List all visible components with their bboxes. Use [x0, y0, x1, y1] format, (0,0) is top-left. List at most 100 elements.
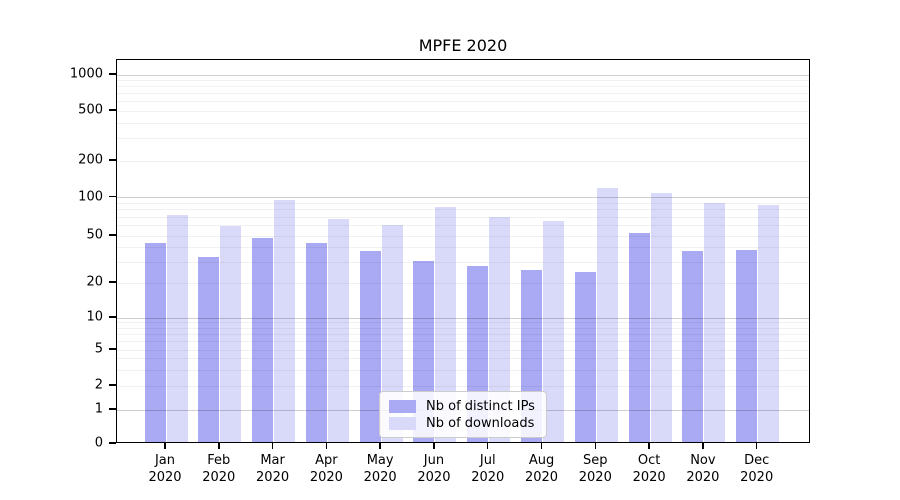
legend: Nb of distinct IPs Nb of downloads [379, 391, 547, 438]
y-tick-mark [109, 195, 116, 198]
bar-downloads [596, 187, 618, 443]
x-tick-mark [433, 443, 435, 449]
legend-swatch-distinct-ips [389, 400, 416, 413]
x-tick-label: Jul 2020 [471, 453, 505, 485]
bar-distinct-ips [574, 271, 596, 443]
y-tick-mark [109, 348, 116, 350]
plot-area: Nb of distinct IPs Nb of downloads [116, 59, 810, 443]
gridline-minor [117, 160, 809, 162]
gridline-minor [117, 202, 809, 204]
x-tick-label: Apr 2020 [309, 453, 343, 485]
x-tick-label: Feb 2020 [202, 453, 236, 485]
x-tick-mark [755, 443, 758, 449]
gridline-minor [117, 93, 809, 95]
x-tick-label: Dec 2020 [740, 453, 774, 485]
gridline-minor [117, 327, 809, 329]
gridline-minor [117, 101, 809, 103]
bar-distinct-ips [682, 251, 704, 443]
gridline-minor [117, 79, 809, 81]
y-tick-mark [109, 73, 116, 75]
bar-downloads [543, 220, 565, 443]
y-tick-label: 5 [94, 341, 103, 357]
chart-title: MPFE 2020 [418, 36, 508, 55]
y-tick-label: 1000 [69, 66, 103, 82]
bar-distinct-ips [252, 238, 274, 443]
gridline-minor [117, 216, 809, 218]
y-tick-label: 10 [86, 309, 103, 325]
x-tick-label: May 2020 [363, 453, 397, 485]
gridline-minor [117, 385, 809, 387]
y-tick-mark [109, 281, 116, 283]
bar-downloads [166, 214, 188, 443]
gridline-major [117, 197, 809, 198]
gridline-minor [117, 369, 809, 371]
bar-distinct-ips [305, 242, 327, 443]
x-tick-mark [271, 443, 274, 449]
gridline-minor [117, 261, 809, 263]
y-tick-mark [109, 234, 116, 236]
x-tick-label: Jun 2020 [417, 453, 451, 485]
gridline-minor [117, 138, 809, 140]
y-tick-mark [109, 384, 116, 386]
x-tick-label: Oct 2020 [632, 453, 666, 485]
x-tick-label: Nov 2020 [686, 453, 720, 485]
gridline-minor [117, 333, 809, 335]
x-tick-label: Aug 2020 [524, 453, 559, 485]
bar-distinct-ips [198, 257, 220, 443]
bar-downloads [220, 225, 242, 443]
legend-swatch-downloads [389, 417, 416, 430]
legend-label-distinct-ips: Nb of distinct IPs [426, 398, 535, 414]
legend-item-downloads: Nb of downloads [389, 416, 537, 431]
bar-distinct-ips [736, 250, 758, 443]
x-tick-mark [379, 443, 381, 449]
legend-label-downloads: Nb of downloads [426, 415, 535, 431]
gridline-minor [117, 225, 809, 227]
gridline-minor [117, 246, 809, 248]
x-tick-mark [594, 443, 597, 449]
gridline-major [117, 74, 809, 76]
bar-downloads [381, 224, 403, 443]
y-tick-label: 1 [94, 401, 103, 417]
bar-downloads [704, 202, 726, 443]
gridline-minor [117, 358, 809, 360]
y-tick-label: 100 [78, 189, 103, 204]
bar-distinct-ips [628, 232, 650, 443]
gridline-major [117, 317, 809, 319]
bar-distinct-ips [144, 242, 166, 443]
y-tick-mark [109, 442, 116, 444]
x-tick-mark [702, 443, 704, 449]
y-tick-label: 200 [78, 152, 103, 168]
x-tick-label: Jan 2020 [148, 453, 182, 485]
gridline-minor [117, 341, 809, 343]
bar-downloads [435, 207, 457, 443]
y-tick-label: 500 [78, 102, 103, 118]
x-tick-mark [648, 443, 650, 449]
gridline-minor [117, 235, 809, 237]
gridline-minor [117, 209, 809, 211]
legend-item-distinct-ips: Nb of distinct IPs [389, 399, 537, 414]
x-tick-mark [486, 443, 489, 449]
bar-downloads [650, 193, 672, 443]
gridline-minor [117, 122, 809, 124]
bar-downloads [758, 205, 780, 443]
gridline-minor [117, 110, 809, 112]
y-tick-mark [109, 109, 116, 111]
y-tick-mark [109, 316, 116, 318]
bar-distinct-ips [359, 251, 381, 443]
gridline-minor [117, 322, 809, 324]
bar-downloads [327, 218, 349, 443]
x-tick-label: Sep 2020 [578, 453, 612, 485]
gridline-minor [117, 86, 809, 88]
x-tick-mark [164, 443, 166, 449]
y-tick-label: 0 [94, 435, 103, 451]
y-tick-label: 20 [86, 274, 103, 290]
y-tick-label: 2 [94, 377, 103, 393]
y-tick-label: 50 [86, 227, 103, 243]
gridline-minor [117, 282, 809, 284]
gridline-minor [117, 349, 809, 351]
x-tick-label: Mar 2020 [256, 453, 290, 485]
y-tick-mark [109, 408, 116, 410]
bar-downloads [274, 200, 296, 443]
x-tick-mark [218, 443, 220, 449]
